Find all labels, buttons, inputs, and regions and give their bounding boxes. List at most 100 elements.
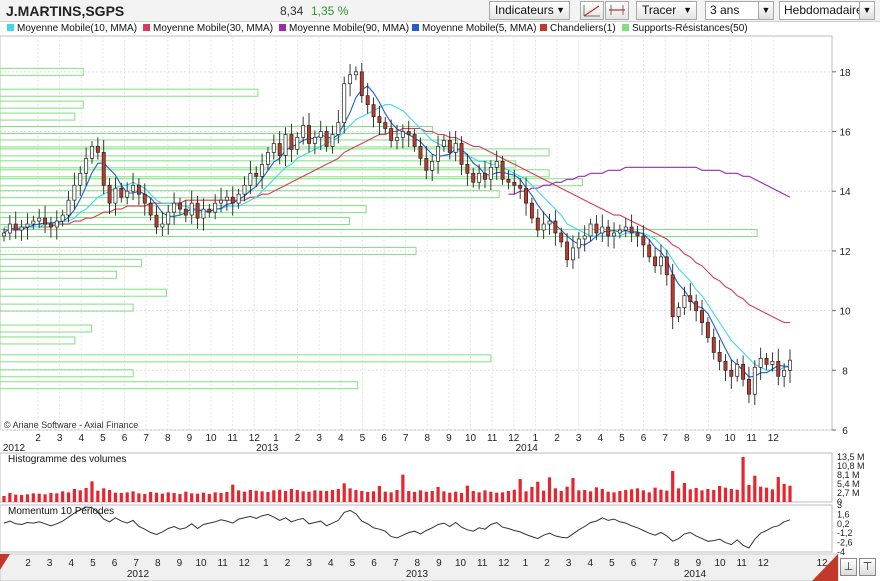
candle-down <box>377 116 382 123</box>
volume-bar <box>524 491 528 502</box>
x-year-label: 2012 <box>3 443 26 454</box>
nav-month-label: 1 <box>263 558 269 569</box>
nav-year-label: 2012 <box>127 569 150 580</box>
volume-bar <box>342 483 346 502</box>
x-month-label: 8 <box>165 433 171 444</box>
volume-bar <box>500 492 505 502</box>
candle-down <box>418 146 423 159</box>
volume-bar <box>547 477 552 502</box>
volume-bar <box>43 494 47 502</box>
candle-up <box>441 140 446 147</box>
x-month-label: 10 <box>465 433 477 444</box>
candle-down <box>700 310 704 323</box>
draw-label: Tracer <box>642 3 677 17</box>
nav-month-label: 11 <box>736 558 747 569</box>
scale-down-icon[interactable]: ⊥ <box>840 558 857 576</box>
x-month-label: 2 <box>35 433 41 444</box>
candle-up <box>788 359 792 371</box>
candle-up <box>160 223 165 228</box>
volume-bar <box>653 487 657 502</box>
volume-bar <box>31 493 35 502</box>
candle-up <box>66 199 71 216</box>
support-resistance-box <box>0 126 434 135</box>
candle-down <box>471 172 476 183</box>
volume-bar <box>166 492 170 502</box>
navigator-right-marker <box>812 554 838 581</box>
draw-button[interactable]: Tracer ▼ <box>636 1 697 20</box>
volume-tick-label: 10,8 M <box>837 461 865 471</box>
candle-up <box>213 202 218 213</box>
momentum-line: 31,60,2-1,2-2,6-4 <box>0 500 853 557</box>
momentum-tick-label: 1,6 <box>837 509 850 519</box>
volume-bar <box>700 490 704 502</box>
volume-bar <box>735 489 739 502</box>
volume-tick-label: 8,1 M <box>837 470 860 480</box>
copyright-text: © Ariane Software - Axial Finance <box>4 420 139 430</box>
scale-up-icon[interactable]: ⊤ <box>859 558 876 576</box>
candle-up <box>236 193 241 204</box>
nav-month-label: 7 <box>652 558 658 569</box>
candle-down <box>254 172 259 177</box>
candle-up <box>60 214 65 222</box>
nav-month-label: 4 <box>328 558 334 569</box>
volume-bar <box>366 492 370 502</box>
x-month-label: 11 <box>487 433 498 444</box>
candle-down <box>711 337 716 353</box>
interval-select[interactable]: Hebdomadaire ▼ <box>779 1 875 20</box>
chevron-down-icon: ▼ <box>683 5 692 15</box>
x-month-label: 1 <box>533 433 539 444</box>
indicators-label: Indicateurs <box>495 3 554 17</box>
volume-bar <box>465 485 469 502</box>
candle-up <box>72 184 77 201</box>
volume-bar <box>90 481 94 502</box>
legend-item-ma30[interactable]: Moyenne Mobile(30, MMA) <box>143 23 273 34</box>
candle-down <box>512 181 517 186</box>
x-month-label: 6 <box>381 433 387 444</box>
candle-down <box>371 104 376 117</box>
candle-up <box>600 226 605 234</box>
volume-bar <box>477 492 481 502</box>
candle-down <box>424 158 429 171</box>
nav-month-label: 11 <box>217 558 228 569</box>
candle-up <box>623 226 628 231</box>
indicators-button[interactable]: Indicateurs ▼ <box>489 1 570 20</box>
bottom-time-axis[interactable]: 2 3 4 5 6 7 8 9 10 11 12 1 2 3 4 5 6 7 8 9 10 11 12 1 2 3 4 5 6 7 8 9 10… <box>0 553 839 581</box>
legend-item-ma5[interactable]: Moyenne Mobile(5, MMA) <box>412 23 536 34</box>
x-month-label: 3 <box>57 433 63 444</box>
candle-down <box>365 95 370 106</box>
trendline-tool-icon[interactable] <box>580 1 604 20</box>
legend-item-ma90[interactable]: Moyenne Mobile(90, MMA) <box>279 23 409 34</box>
x-month-label: 4 <box>78 433 84 444</box>
legend-item-ma10[interactable]: Moyenne Mobile(10, MMA) <box>7 23 137 34</box>
candle-up <box>242 184 247 195</box>
volume-bar <box>307 491 311 502</box>
candle-up <box>588 223 593 237</box>
volume-bar <box>753 475 757 502</box>
volume-bar <box>612 492 616 502</box>
volume-bar <box>301 491 305 502</box>
legend-item-supports[interactable]: Supports-Résistances(50) <box>622 23 748 34</box>
horizontal-line-tool-icon[interactable] <box>605 1 629 20</box>
volume-bar <box>483 490 487 502</box>
momentum-tick-label: -1,2 <box>837 528 853 538</box>
legend-item-candles[interactable]: Chandeliers(1) <box>540 23 616 34</box>
volume-bar <box>635 488 640 502</box>
x-month-label: 12 <box>768 433 780 444</box>
volume-bar <box>641 490 645 502</box>
nav-month-label: 11 <box>477 558 488 569</box>
candle-up <box>189 202 194 216</box>
support-resistance-box <box>0 67 84 76</box>
period-select[interactable]: 3 ans ▼ <box>705 1 774 20</box>
volume-bar <box>25 494 30 502</box>
support-resistance-box <box>0 381 359 390</box>
volume-bar <box>325 491 329 502</box>
support-resistance-box <box>0 354 492 363</box>
candle-down <box>289 134 294 150</box>
time-navigator <box>0 553 839 581</box>
candle-up <box>782 369 787 377</box>
volume-bar <box>712 490 716 502</box>
volume-bar <box>237 490 241 502</box>
volume-bar <box>201 492 206 502</box>
volume-bar <box>225 492 229 502</box>
